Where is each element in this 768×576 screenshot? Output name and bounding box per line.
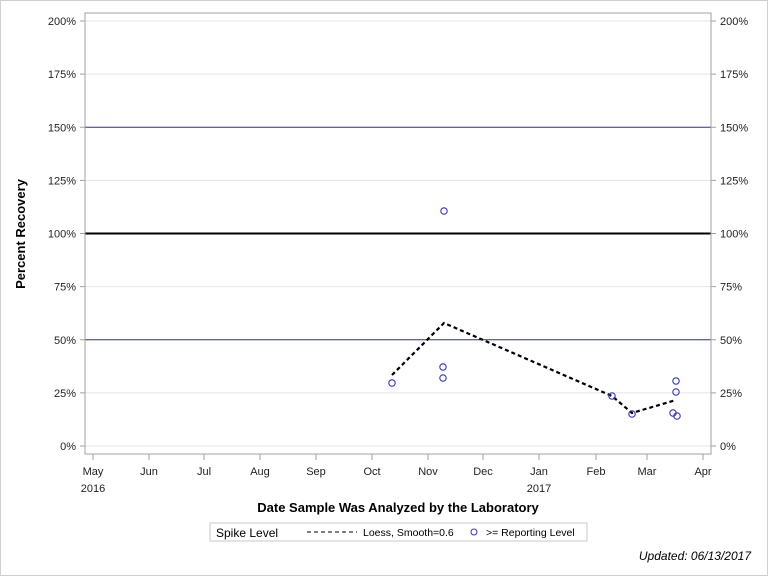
data-point bbox=[628, 410, 636, 418]
y-tick-label-right: 50% bbox=[720, 335, 742, 347]
updated-timestamp: Updated: 06/13/2017 bbox=[638, 549, 751, 563]
data-point bbox=[608, 392, 616, 400]
x-tick-label: Nov bbox=[418, 466, 438, 478]
y-axis-label: Percent Recovery bbox=[13, 178, 28, 289]
data-point bbox=[672, 388, 680, 396]
x-tick-label: Aug bbox=[250, 466, 270, 478]
legend-reporting-level: >= Reporting Level bbox=[486, 527, 575, 539]
y-tick-label-left: 25% bbox=[54, 388, 76, 400]
x-tick-label: Jan bbox=[530, 466, 548, 478]
x-tick-year: 2016 bbox=[81, 483, 105, 495]
data-point bbox=[439, 363, 447, 371]
y-tick-label-right: 150% bbox=[720, 122, 748, 134]
y-tick-label-left: 0% bbox=[60, 441, 76, 453]
legend bbox=[209, 522, 588, 542]
legend-loess: Loess, Smooth=0.6 bbox=[363, 527, 454, 539]
y-tick-label-right: 200% bbox=[720, 16, 748, 28]
y-tick-label-left: 50% bbox=[54, 335, 76, 347]
x-tick-label: Sep bbox=[306, 466, 326, 478]
y-tick-label-left: 100% bbox=[48, 229, 76, 241]
x-tick-label: Dec bbox=[473, 466, 493, 478]
x-tick-label: Mar bbox=[638, 466, 657, 478]
y-tick-label-right: 100% bbox=[720, 229, 748, 241]
y-tick-label-right: 25% bbox=[720, 388, 742, 400]
y-tick-label-right: 125% bbox=[720, 175, 748, 187]
data-point bbox=[440, 207, 448, 215]
data-point bbox=[388, 379, 396, 387]
data-point bbox=[672, 377, 680, 385]
y-tick-label-right: 175% bbox=[720, 69, 748, 81]
x-tick-label: Apr bbox=[694, 466, 711, 478]
y-tick-label-left: 175% bbox=[48, 69, 76, 81]
y-tick-label-left: 150% bbox=[48, 122, 76, 134]
y-tick-label-left: 125% bbox=[48, 175, 76, 187]
x-tick-label: Jun bbox=[140, 466, 158, 478]
data-point bbox=[673, 412, 681, 420]
y-tick-label-right: 75% bbox=[720, 282, 742, 294]
y-tick-label-left: 75% bbox=[54, 282, 76, 294]
loess-line bbox=[391, 321, 677, 415]
data-point bbox=[439, 374, 447, 382]
legend-circle-icon bbox=[470, 528, 478, 536]
x-tick-label: May bbox=[83, 466, 104, 478]
legend-spike-level: Spike Level bbox=[216, 526, 278, 540]
y-tick-label-left: 200% bbox=[48, 16, 76, 28]
x-tick-label: Jul bbox=[197, 466, 211, 478]
x-tick-label: Oct bbox=[363, 466, 380, 478]
x-tick-year: 2017 bbox=[527, 483, 551, 495]
x-axis-label: Date Sample Was Analyzed by the Laborato… bbox=[257, 500, 539, 515]
x-tick-label: Feb bbox=[587, 466, 606, 478]
y-tick-label-right: 0% bbox=[720, 441, 736, 453]
